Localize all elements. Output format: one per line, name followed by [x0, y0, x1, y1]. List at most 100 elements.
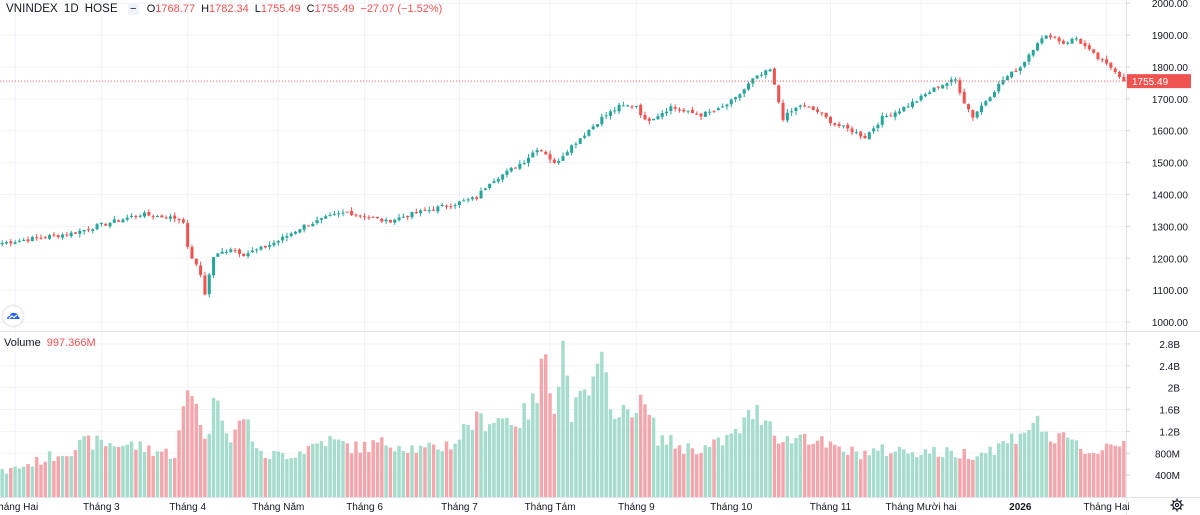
- volume-bar: [958, 458, 962, 497]
- candle-body: [967, 104, 971, 110]
- candle-body: [375, 216, 380, 219]
- volume-bar: [1096, 453, 1100, 497]
- candle-body: [777, 85, 781, 103]
- candle-body: [954, 79, 958, 81]
- volume-bar: [677, 445, 682, 497]
- volume-bar: [1035, 415, 1040, 497]
- candle-body: [276, 240, 280, 243]
- volume-bar: [703, 445, 708, 497]
- volume-bar: [22, 466, 26, 497]
- volume-bar: [535, 403, 539, 497]
- volume-bar: [651, 417, 656, 497]
- time-tick-label: Tháng 3: [83, 502, 120, 513]
- volume-bar: [233, 429, 237, 497]
- volume-bar: [1048, 441, 1053, 497]
- candle-body: [186, 223, 190, 247]
- candle-body: [621, 105, 625, 107]
- volume-bar: [975, 456, 979, 497]
- candle-body: [906, 106, 910, 108]
- volume-bar: [380, 437, 384, 497]
- volume-bar: [759, 424, 764, 497]
- candle-body: [992, 92, 996, 97]
- volume-bar: [768, 421, 772, 497]
- volume-bar: [927, 453, 932, 497]
- time-tick-label: Tháng 11: [810, 502, 852, 513]
- volume-bar: [47, 451, 52, 497]
- candle-body: [470, 197, 474, 200]
- volume-bar: [181, 406, 186, 497]
- candle-body: [483, 188, 487, 190]
- volume-bar: [4, 473, 9, 497]
- candle-body: [820, 112, 824, 114]
- candle-body: [311, 223, 315, 227]
- candle-body: [630, 106, 634, 108]
- price-axis[interactable]: 1000.00 1100.00 1200.00 1300.00 1400.00 1500.…: [1126, 0, 1191, 329]
- volume-bar: [716, 437, 721, 497]
- volume-bar: [151, 455, 155, 497]
- candle-body: [298, 229, 302, 233]
- volume-bar: [474, 411, 479, 497]
- candle-body: [22, 239, 26, 241]
- change-value: −27.07 (−1.52%): [360, 3, 443, 15]
- volume-bar: [229, 442, 233, 497]
- volume-bar: [207, 433, 211, 497]
- candle-body: [570, 145, 574, 153]
- candle-body: [496, 179, 500, 182]
- volume-bar: [328, 435, 332, 497]
- candle-body: [48, 235, 52, 239]
- candle-body: [30, 237, 34, 242]
- tradingview-cloud-icon[interactable]: [3, 306, 23, 326]
- candle-body: [665, 111, 669, 114]
- volume-bar: [323, 446, 328, 497]
- candle-body: [984, 101, 988, 106]
- interval-label[interactable]: 1D: [63, 3, 79, 15]
- volume-bar: [86, 435, 91, 497]
- volume-bar: [0, 468, 4, 497]
- volume-bar: [988, 446, 992, 497]
- volume-bar: [880, 444, 884, 497]
- price-tick-label: 1500.00: [1152, 159, 1189, 170]
- close-value: 1755.49: [314, 3, 355, 15]
- candle-body: [587, 130, 591, 136]
- volume-axis[interactable]: 400M 800M 1.2B 1.6B 2B 2.4B 2.8B: [1126, 340, 1180, 482]
- volume-bar: [979, 452, 984, 497]
- volume-bar: [738, 433, 742, 497]
- candle-body: [634, 105, 638, 107]
- candle-body: [919, 95, 923, 101]
- candle-body: [1092, 49, 1096, 53]
- candle-body: [928, 92, 932, 95]
- candle-body: [859, 131, 863, 137]
- volume-bar: [1053, 443, 1057, 497]
- volume-bar: [608, 409, 613, 497]
- volume-bar: [259, 450, 263, 497]
- candle-body: [910, 101, 914, 108]
- volume-bar: [250, 441, 255, 497]
- candle-body: [652, 118, 656, 121]
- candle-body: [263, 245, 267, 248]
- volume-bar: [43, 461, 48, 497]
- volume-bar: [1117, 446, 1122, 497]
- minus-icon[interactable]: −: [127, 3, 139, 15]
- gear-icon[interactable]: [1170, 498, 1184, 512]
- volume-bar: [405, 452, 410, 497]
- volume-bar: [871, 448, 876, 497]
- volume-bar: [772, 435, 777, 497]
- volume-bar: [1031, 422, 1035, 497]
- volume-bar: [518, 427, 522, 497]
- volume-bar: [147, 445, 151, 497]
- volume-bar: [397, 445, 401, 497]
- volume-bar: [707, 446, 712, 497]
- candle-body: [1087, 45, 1091, 50]
- volume-bar: [1022, 432, 1027, 497]
- candle-body: [363, 216, 367, 218]
- volume-bar: [112, 446, 117, 497]
- volume-bar: [414, 453, 419, 497]
- candle-body: [695, 113, 699, 115]
- candle-body: [237, 249, 241, 254]
- candle-body: [583, 135, 587, 138]
- symbol-name[interactable]: VNINDEX: [6, 3, 58, 15]
- candle-body: [380, 218, 384, 222]
- volume-bar: [138, 441, 142, 497]
- time-axis[interactable]: Tháng Hai Tháng 3 Tháng 4 Tháng Năm Tháng 6 T…: [0, 502, 1130, 513]
